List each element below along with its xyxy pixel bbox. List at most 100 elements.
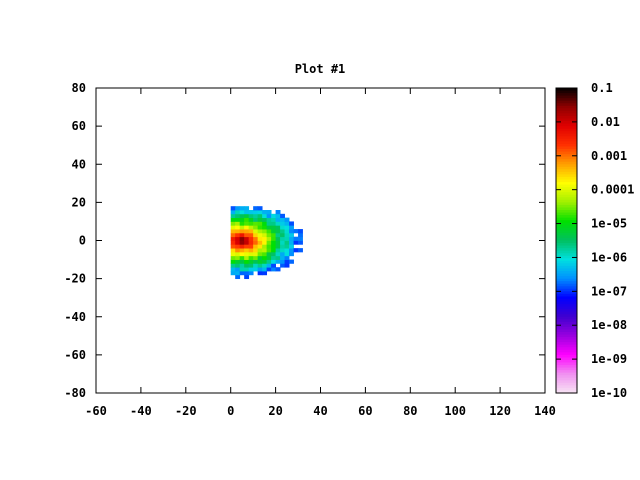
heatmap-cell [244, 244, 250, 249]
colorbar-band [556, 207, 577, 211]
colorbar-band [556, 347, 577, 351]
colorbar-band [556, 387, 577, 392]
heatmap-cell [284, 244, 290, 249]
y-tick-label: 0 [79, 234, 86, 248]
heatmap-cell [244, 232, 250, 238]
colorbar-band [556, 390, 577, 394]
colorbar-band [556, 288, 577, 292]
heatmap-cell [230, 240, 236, 245]
chart-title: Plot #1 [295, 62, 346, 76]
colorbar-band [556, 159, 577, 163]
colorbar-band [556, 187, 577, 191]
colorbar-band [556, 88, 577, 92]
colorbar: 0.1 0.01 0.001 0.0001 1e-05 1e-06 1e-07 1e-08 1e… [555, 81, 634, 400]
heatmap-cell [239, 251, 245, 257]
colorbar-band [556, 136, 577, 140]
heatmap-cell [271, 251, 276, 257]
heatmap-cell [239, 255, 245, 260]
colorbar-band [556, 174, 577, 178]
heatmap-cell [289, 240, 294, 245]
colorbar-band [556, 108, 577, 112]
colorbar-band [556, 359, 577, 364]
heatmap-cell [244, 263, 250, 268]
x-tick-label: -20 [175, 404, 197, 418]
heatmap-cell [235, 274, 241, 280]
heatmap-cell [230, 263, 236, 268]
heatmap-cell [266, 259, 272, 264]
heatmap-cell [280, 229, 285, 234]
heatmap-cell [248, 232, 254, 238]
heatmap-cell [275, 232, 281, 238]
colorbar-band [556, 372, 577, 376]
heatmap-cell [230, 213, 236, 219]
colorbar-band [556, 240, 577, 244]
heatmap-cell [248, 263, 254, 268]
heatmap-cell [253, 255, 259, 260]
heatmap-cell [284, 217, 290, 222]
heatmap-cell [253, 251, 259, 257]
heatmap-cell [244, 251, 250, 257]
heatmap-cell [289, 236, 294, 241]
colorbar-band [556, 220, 577, 224]
colorbar-band [556, 301, 577, 305]
heatmap-cell [230, 271, 236, 276]
heatmap-cell [298, 229, 303, 234]
heatmap-cell [235, 232, 241, 238]
heatmap-cell [275, 225, 281, 230]
heatmap-cell [239, 259, 245, 264]
heatmap-cell [253, 217, 259, 222]
colorbar-band [556, 332, 577, 336]
heatmap-cell [257, 210, 263, 215]
x-tick-label: 60 [358, 404, 372, 418]
heatmap-cell [284, 251, 290, 257]
heatmap-cell [230, 229, 236, 234]
heatmap-cell [289, 232, 294, 238]
colorbar-band [556, 194, 577, 198]
y-tick-label: -60 [64, 348, 86, 362]
heatmap-cell [284, 240, 290, 245]
heatmap-cell [253, 248, 259, 253]
colorbar-band [556, 227, 577, 231]
colorbar-band [556, 296, 577, 300]
heatmap-cell [235, 217, 241, 222]
heatmap-cell [248, 236, 254, 241]
colorbar-band [556, 250, 577, 254]
colorbar-band [556, 367, 577, 371]
colorbar-band [556, 326, 577, 331]
colorbar-band [556, 149, 577, 153]
heatmap-cell [239, 232, 245, 238]
colorbar-band [556, 156, 577, 160]
heatmap-cell [289, 244, 294, 249]
heatmap-cell [235, 240, 241, 245]
heatmap-cell [248, 240, 254, 245]
heatmap-cell [275, 251, 281, 257]
heatmap-cell [271, 232, 276, 238]
heatmap-cell [271, 217, 276, 222]
heatmap-cell [239, 225, 245, 230]
heatmap-cell [257, 221, 263, 226]
heatmap-cell [230, 236, 236, 241]
heatmap-cell [239, 271, 245, 276]
heatmap-cell [280, 248, 285, 253]
heatmap-cell [280, 251, 285, 257]
heatmap-cell [257, 251, 263, 257]
heatmap-cell [298, 248, 303, 253]
heatmap-cell [257, 263, 263, 268]
heatmap-cell [271, 255, 276, 260]
colorbar-band [556, 90, 577, 94]
heatmap-cell [235, 271, 241, 276]
colorbar-band [556, 319, 577, 323]
heatmap-cell [280, 221, 285, 226]
heatmap-cell [275, 217, 281, 222]
heatmap-cell [271, 244, 276, 249]
heatmap-cell [239, 217, 245, 222]
heatmap-cell [284, 263, 290, 268]
heatmap-cell [262, 263, 268, 268]
heatmap-cell [244, 217, 250, 222]
colorbar-frame [555, 87, 578, 394]
colorbar-band [556, 131, 577, 135]
colorbar-band [556, 309, 577, 313]
heatmap-cell [235, 236, 241, 241]
colorbar-band [556, 354, 577, 359]
heatmap-cell [289, 221, 294, 226]
